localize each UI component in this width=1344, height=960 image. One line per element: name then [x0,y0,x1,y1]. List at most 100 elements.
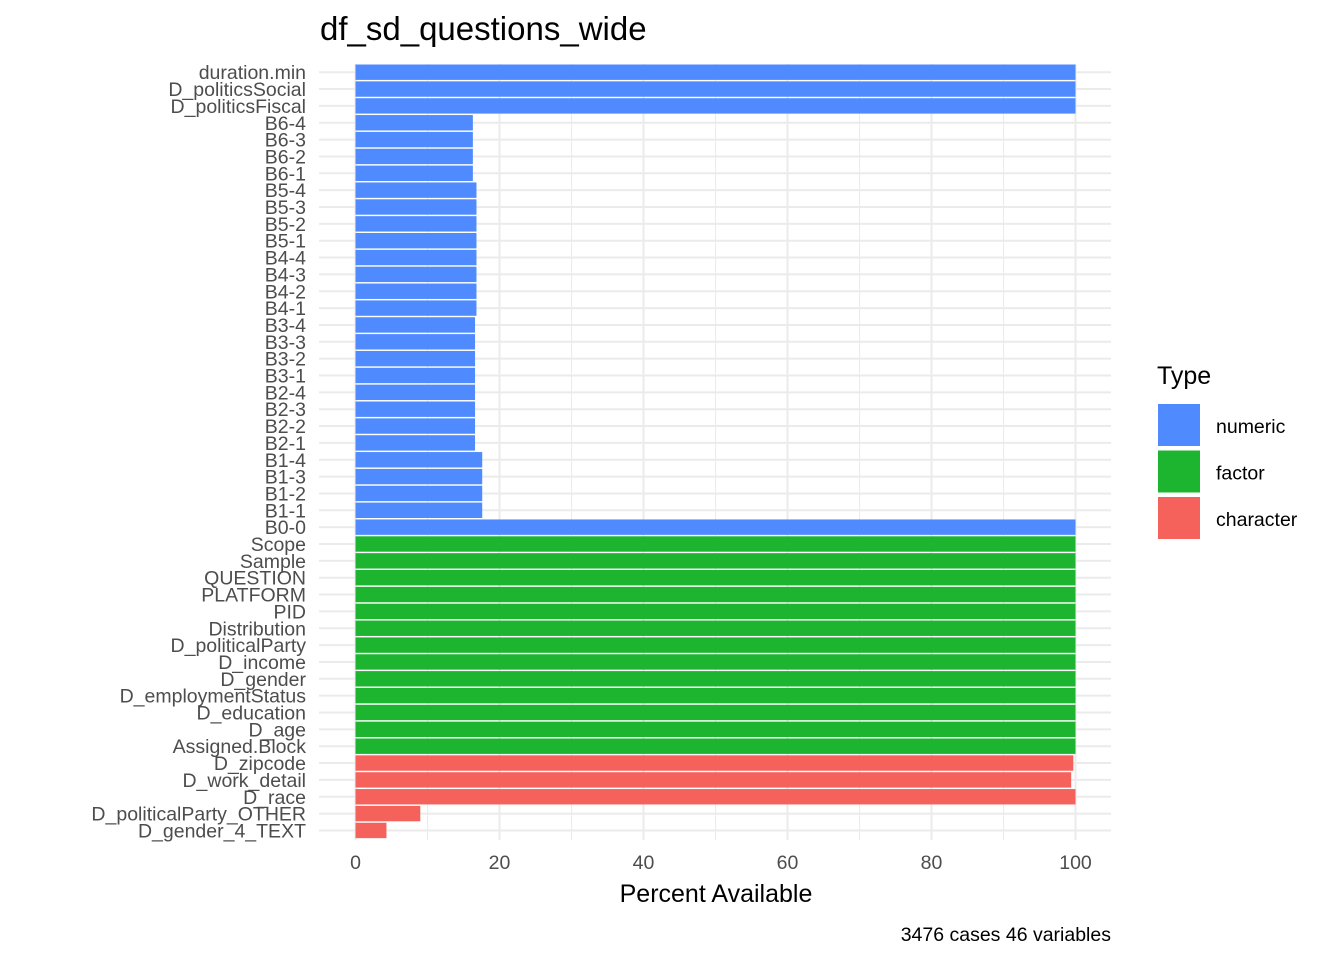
y-tick-label: D_employmentStatus [120,686,307,708]
legend-label-factor: factor [1216,463,1265,485]
y-tick-label: Assigned.Block [173,736,307,758]
legend-key-character [1158,497,1200,539]
bar-B2-1 [355,435,476,451]
bar-B4-4 [355,249,477,266]
bar-B4-1 [355,300,477,316]
y-tick-label: B5-2 [265,214,306,236]
y-tick-label: Scope [251,534,306,556]
legend-label-numeric: numeric [1216,416,1286,438]
y-tick-label: B6-3 [265,130,306,152]
bar-B1-2 [355,485,483,502]
y-tick-label: D_politicsFiscal [171,96,306,118]
bar-Sample [355,553,1076,569]
y-tick-label: B6-1 [265,163,306,185]
bar-D_income [355,654,1076,670]
bar-D_politicalParty_OTHER [355,805,421,822]
chart-caption: 3476 cases 46 variables [901,924,1112,946]
bar-PID [355,603,1076,620]
y-tick-label: QUESTION [204,568,306,590]
y-tick-label: B1-4 [265,450,306,472]
y-tick-label: Distribution [208,618,306,640]
y-tick-label: B2-4 [265,382,306,404]
bar-D_politicsFiscal [355,98,1076,114]
y-tick-label: duration.min [199,62,306,84]
bar-B0-0 [355,519,1076,535]
bar-B2-4 [355,384,476,401]
x-tick-label: 100 [1059,852,1092,874]
y-tick-label: B6-2 [265,146,306,168]
legend-label-character: character [1216,509,1298,531]
x-tick-label: 80 [921,852,943,874]
x-tick-label: 0 [350,852,361,874]
bar-D_education [355,704,1076,721]
y-tick-label: B4-4 [265,248,306,270]
y-tick-label: D_gender [220,669,306,691]
bar-D_race [355,789,1076,805]
y-tick-label: D_race [243,787,306,809]
bar-B2-2 [355,418,476,434]
x-axis-label: Percent Available [620,880,813,908]
bar-Scope [355,536,1076,552]
y-tick-label: B5-4 [265,180,306,202]
bar-B1-4 [355,452,483,468]
bar-Distribution [355,620,1076,636]
y-tick-label: B1-2 [265,483,306,505]
y-tick-label: B2-3 [265,399,306,421]
bar-B6-1 [355,165,473,181]
bar-D_zipcode [355,755,1074,771]
y-tick-label: B3-4 [265,315,306,337]
bar-duration.min [355,64,1076,80]
x-tick-label: 60 [777,852,799,874]
bar-B6-4 [355,115,473,131]
bar-B3-3 [355,334,476,350]
bar-B1-1 [355,502,483,518]
legend-title: Type [1157,362,1211,390]
bar-D_work_detail [355,772,1072,788]
y-tick-label: B1-1 [265,500,306,522]
bar-D_gender_4_TEXT [355,822,387,839]
y-tick-label: D_income [218,652,306,674]
y-tick-label: D_age [249,719,306,741]
y-tick-label: B6-4 [265,113,306,135]
y-tick-label: D_gender_4_TEXT [138,820,306,842]
bar-B5-3 [355,199,477,215]
y-tick-label: D_politicsSocial [168,79,306,101]
chart-title: df_sd_questions_wide [320,10,647,47]
bar-PLATFORM [355,586,1076,603]
bar-D_age [355,721,1076,738]
y-tick-label: B4-2 [265,281,306,303]
y-tick-label: B3-2 [265,349,306,371]
bar-D_politicalParty [355,637,1076,653]
y-tick-label: B1-3 [265,467,306,489]
y-tick-label: B4-3 [265,264,306,286]
y-tick-label: Sample [240,551,306,573]
bar-B1-3 [355,468,483,485]
bar-B4-3 [355,266,477,283]
bar-D_gender [355,671,1076,687]
y-tick-label: B2-2 [265,416,306,438]
bar-B5-4 [355,182,477,198]
bar-D_employmentStatus [355,687,1076,704]
y-tick-label: PID [273,601,306,623]
y-tick-label: PLATFORM [201,585,306,607]
x-axis-tick-labels: 0 20 40 60 80 100 [350,852,1092,874]
y-tick-label: D_work_detail [182,770,306,792]
y-tick-label: B2-1 [265,433,306,455]
bar-B3-4 [355,317,476,333]
bar-B6-2 [355,148,473,165]
bars [355,64,1076,839]
y-tick-label: B3-1 [265,366,306,388]
y-tick-label: D_education [197,703,307,725]
bar-QUESTION [355,570,1076,586]
y-tick-label: B5-1 [265,231,306,253]
bar-B3-2 [355,350,476,367]
y-tick-label: D_zipcode [214,753,306,775]
y-tick-label: B0-0 [265,517,306,539]
y-axis-tick-labels: duration.minD_politicsSocialD_politicsFi… [91,62,306,842]
y-tick-label: B5-3 [265,197,306,219]
legend-key-factor [1158,450,1200,493]
bar-B4-2 [355,283,477,299]
y-tick-label: B3-3 [265,332,306,354]
legend: Type numeric factor character [1157,362,1298,539]
